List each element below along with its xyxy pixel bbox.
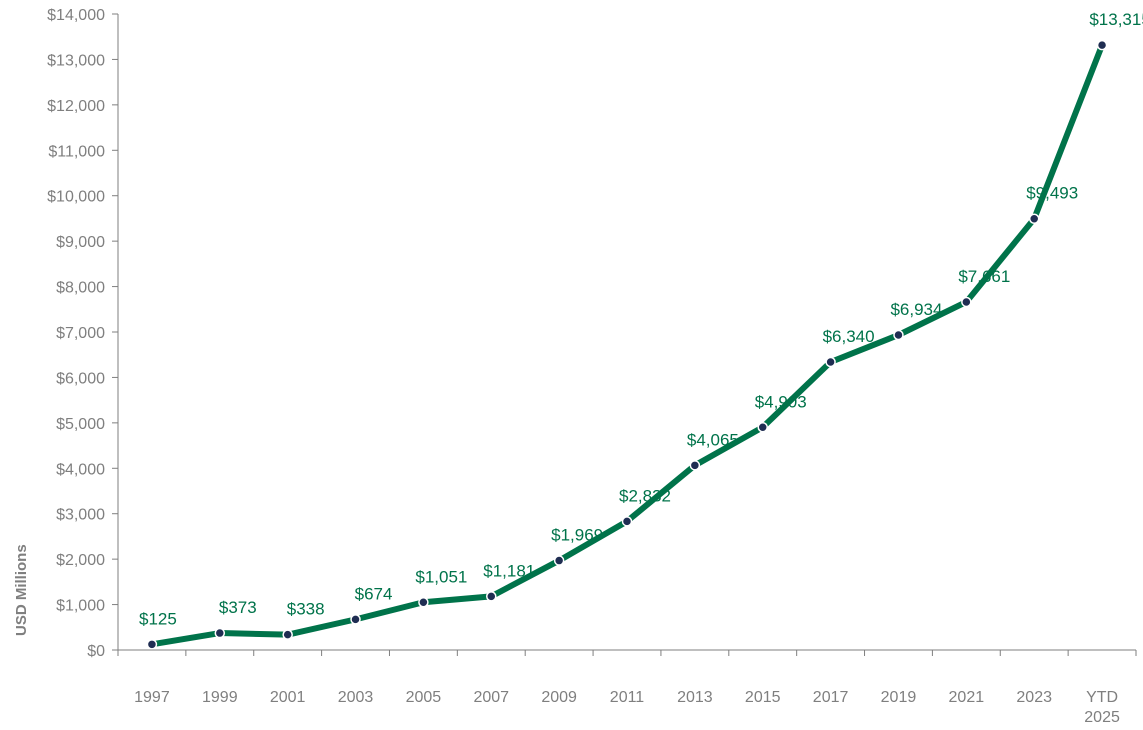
x-tick-label: 2009: [541, 689, 577, 706]
data-labels: $125 $373 $338 $674 $1,051 $1,181 $1,969 $2,832…: [139, 10, 1143, 628]
y-tick-label: $10,000: [47, 189, 105, 206]
y-tick-label: $1,000: [56, 598, 105, 615]
x-tick-label: 2003: [338, 689, 374, 706]
data-label: $9,493: [1026, 184, 1078, 203]
y-tick-label: $0: [87, 643, 105, 660]
data-point: [1028, 213, 1040, 224]
data-label: $1,969: [551, 526, 603, 545]
y-tick-label: $12,000: [47, 98, 105, 115]
y-tick-label: $11,000: [48, 143, 105, 160]
y-tick-label: $13,000: [47, 52, 105, 69]
data-point: [1096, 39, 1108, 51]
x-tick-label: 1999: [202, 689, 238, 706]
x-tick-label: YTD 2025: [1084, 689, 1120, 726]
data-point: [282, 629, 293, 640]
axes: [117, 14, 1136, 651]
data-point: [486, 591, 497, 602]
data-label: $6,340: [823, 327, 875, 346]
data-label: $1,181: [483, 561, 535, 580]
y-tick-label: $9,000: [56, 234, 105, 251]
data-label: $2,832: [619, 486, 671, 505]
data-point: [621, 516, 633, 527]
data-label: $6,934: [890, 300, 942, 319]
data-point: [757, 422, 768, 433]
data-label: $338: [287, 600, 325, 619]
y-tick-label: $14,000: [47, 7, 105, 24]
data-label: $4,903: [755, 392, 807, 411]
x-tick-label: 2023: [1016, 689, 1052, 706]
y-tick-label: $2,000: [56, 552, 105, 569]
data-label: $1,051: [415, 567, 467, 586]
y-tick-label: $5,000: [56, 416, 105, 433]
x-tick-label: 2019: [881, 689, 917, 706]
y-axis-title: USD Millions: [13, 544, 30, 636]
data-point: [553, 555, 565, 566]
x-axis-ticks: 1997 1999 2001 2003 2005 2007 2009 2011 2013 2015…: [117, 650, 1137, 726]
data-label: $373: [219, 598, 257, 617]
y-axis-title-group: USD Millions: [13, 544, 30, 636]
x-tick-label: 2013: [677, 689, 713, 706]
data-point: [418, 597, 429, 608]
data-point: [825, 356, 836, 368]
data-point: [893, 329, 904, 341]
data-label: $125: [139, 609, 177, 628]
x-tick-label: 2005: [406, 689, 442, 706]
y-tick-label: $8,000: [56, 280, 105, 297]
y-tick-label: $3,000: [56, 507, 105, 524]
x-tick-label: 2021: [949, 689, 985, 706]
data-label: $13,315: [1089, 10, 1143, 29]
x-tick-label: 2015: [745, 689, 781, 706]
data-label: $4,065: [687, 430, 739, 449]
x-tick-label: 2017: [813, 689, 849, 706]
x-tick-label: 1997: [134, 689, 170, 706]
data-point: [961, 296, 972, 308]
data-point: [214, 627, 226, 639]
x-tick-label: 2011: [610, 689, 645, 706]
y-tick-label: $6,000: [56, 370, 105, 387]
data-point: [146, 639, 158, 650]
x-tick-label: 2007: [473, 689, 509, 706]
data-label: $7,661: [958, 267, 1010, 286]
data-point: [350, 614, 361, 625]
data-label: $674: [355, 584, 393, 603]
series-line: [148, 42, 1106, 648]
y-tick-label: $4,000: [56, 461, 105, 478]
x-tick-label: 2001: [270, 689, 306, 706]
series-group: [146, 39, 1108, 650]
data-point: [689, 460, 701, 471]
y-axis-ticks: $0 $1,000 $2,000 $3,000 $4,000 $5,000 $6,000 $7…: [47, 7, 118, 660]
y-tick-label: $7,000: [56, 325, 105, 342]
